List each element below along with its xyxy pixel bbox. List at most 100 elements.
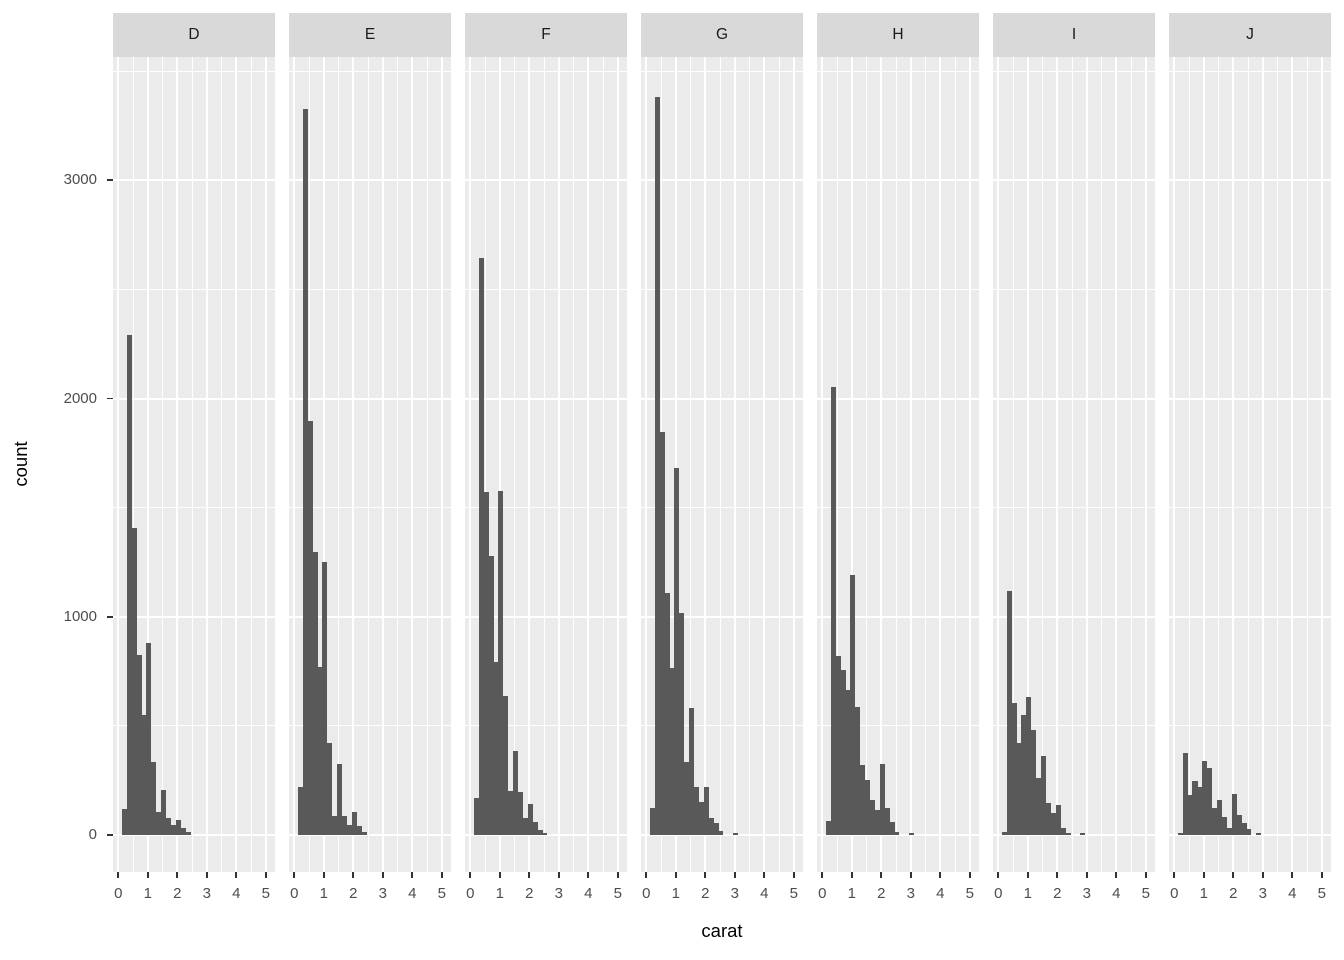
gridline-x-major [557,57,560,872]
gridline-y-major [993,179,1155,182]
histogram-bar [703,787,709,835]
gridline-y-major [1169,179,1331,182]
x-axis-tick [587,871,590,878]
x-axis-tick-label: 2 [877,885,886,902]
gridline-x-major [763,57,766,872]
x-axis-tick [968,871,971,878]
gridline-x-major [352,57,355,872]
facet-strip-I: I [993,13,1155,57]
histogram-bar [889,821,895,835]
gridline-x-major [939,57,942,872]
x-axis-tick [469,871,472,878]
histogram-bar [1192,780,1198,835]
x-axis-tick-label: 0 [1170,885,1179,902]
facet-panel-H [817,57,979,872]
histogram-bar [669,668,675,835]
gridline-y-major [113,834,275,836]
x-axis-tick-label: 3 [202,885,211,902]
histogram-bar [1187,795,1193,835]
x-axis-tick [1144,871,1147,878]
gridline-x-minor [338,57,340,872]
histogram-bar [151,761,157,835]
histogram-bar [185,832,191,835]
facet-strip-G: G [641,13,803,57]
y-axis-tick [106,615,113,618]
histogram-bar [141,714,147,835]
x-axis-tick-label: 4 [232,885,241,902]
histogram-bar [1050,813,1056,835]
histogram-bar [1226,828,1232,835]
gridline-y-major [993,834,1155,836]
gridline-y-major [993,615,1155,618]
histogram-bar [684,761,690,835]
histogram-bar [537,829,543,835]
gridline-y-minor [289,288,451,290]
facet-strip-label: E [364,26,376,43]
histogram-bar [503,695,509,835]
x-axis-tick [1115,871,1118,878]
gridline-x-major [1056,57,1059,872]
x-axis-tick-label: 2 [1229,885,1238,902]
histogram-bar [527,804,533,835]
gridline-x-major [850,57,853,872]
facet-strip-J: J [1169,13,1331,57]
x-axis-tick-label: 1 [495,885,504,902]
histogram-bar [512,750,519,835]
gridline-y-minor [113,507,275,509]
gridline-y-minor [113,288,275,290]
facet-strip-H: H [817,13,979,57]
y-axis-tick-label: 2000 [63,389,97,407]
gridline-y-minor [641,725,803,727]
histogram-bar [165,818,171,835]
gridline-x-minor [484,57,486,872]
x-axis-tick [1085,871,1088,878]
y-axis-tick-label: 3000 [63,171,97,189]
x-axis-tick-label: 2 [173,885,182,902]
histogram-bar [131,527,137,835]
gridline-y-major [817,179,979,182]
gridline-x-major [1202,57,1205,872]
x-axis-tick [821,871,824,878]
histogram-bar [1221,816,1227,835]
gridline-x-major [674,57,677,872]
histogram-bar [517,791,523,835]
facet-strip-label: H [892,26,904,43]
x-axis-tick [498,871,501,878]
x-axis-tick-label: 5 [965,885,974,902]
x-axis-tick-label: 3 [906,885,915,902]
gridline-x-major [264,57,267,872]
x-axis-tick-label: 4 [1112,885,1121,902]
facet-strip-label: D [188,26,200,43]
histogram-bar [312,551,318,835]
histogram-bar [835,656,841,835]
histogram-bar [693,786,699,835]
gridline-y-minor [465,70,627,72]
x-axis-tick [939,871,942,878]
gridline-x-minor [925,57,927,872]
gridline-x-major [1291,57,1294,872]
gridline-x-minor [1306,57,1308,872]
histogram-bar [718,830,724,835]
histogram-bar [879,764,885,835]
gridline-y-minor [817,70,979,72]
histogram-bar [322,561,328,835]
x-axis-tick [997,871,1000,878]
facet-strip-D: D [113,13,275,57]
histogram-bar [1021,714,1027,835]
gridline-x-minor [1101,57,1103,872]
gridline-y-minor [289,725,451,727]
x-axis-tick [381,871,384,878]
gridline-x-major [792,57,795,872]
x-axis-tick-label: 4 [408,885,417,902]
gridline-x-major [1144,57,1147,872]
histogram-bar [909,832,915,835]
facet-strip-label: G [715,26,729,43]
y-axis-tick [106,179,113,182]
histogram-bar [649,808,655,835]
x-axis-tick-label: 1 [847,885,856,902]
histogram-bar [659,431,665,835]
gridline-x-minor [367,57,369,872]
x-axis-tick [733,871,736,878]
gridline-y-minor [1169,288,1331,290]
gridline-x-minor [1188,57,1190,872]
